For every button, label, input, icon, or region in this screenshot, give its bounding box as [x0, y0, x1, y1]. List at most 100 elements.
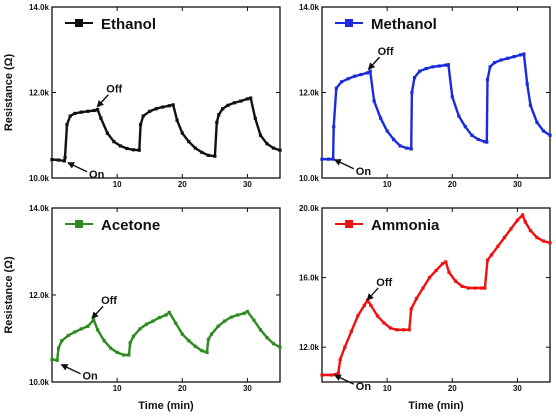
data-point [480, 286, 484, 290]
data-point [521, 213, 525, 217]
data-point [55, 358, 59, 362]
data-point [483, 140, 487, 144]
data-point [223, 319, 227, 323]
data-point [502, 235, 506, 240]
off-arrow [91, 305, 104, 319]
data-point [548, 241, 552, 245]
data-point [372, 99, 376, 103]
off-annotation: Off [376, 277, 392, 289]
data-point [359, 72, 363, 77]
data-point [450, 95, 454, 99]
data-point [138, 327, 142, 331]
x-tick-label: 10 [113, 180, 122, 189]
data-point [410, 90, 414, 95]
y-tick-label: 10.0k [29, 174, 50, 183]
data-point [320, 157, 324, 161]
x-tick-label: 30 [243, 384, 252, 393]
y-tick-label: 16.0k [299, 274, 320, 283]
on-arrow [333, 159, 355, 170]
data-point [137, 148, 141, 152]
y-axis-label: Resistance (Ω) [3, 256, 15, 334]
data-point [86, 109, 90, 113]
data-point [528, 103, 533, 107]
data-point [409, 307, 413, 311]
data-point [141, 114, 145, 118]
y-tick-label: 12.0k [29, 291, 50, 300]
data-point [485, 140, 489, 144]
data-point [249, 96, 253, 100]
data-point [488, 65, 492, 69]
data-point [424, 66, 428, 71]
data-point [96, 328, 100, 332]
data-point [421, 286, 425, 290]
data-point [180, 131, 184, 135]
data-point [326, 157, 331, 161]
plot-frame [51, 6, 281, 179]
data-point [519, 53, 523, 57]
data-point [271, 146, 276, 150]
panel-methanol: 10 20 30 10.0k 12.0k 14.0k Methanol Off On [299, 3, 552, 189]
data-point [86, 324, 90, 328]
data-point [418, 69, 422, 73]
x-tick-label: 20 [178, 384, 187, 393]
legend-marker [75, 19, 83, 27]
data-point [382, 321, 386, 325]
data-point [50, 357, 54, 361]
data-point [96, 108, 100, 112]
data-point [346, 77, 350, 81]
data-point [334, 86, 338, 90]
data-point [506, 56, 510, 60]
data-point [118, 144, 122, 148]
y-tick-label: 12.0k [29, 89, 50, 98]
data-point [175, 118, 179, 122]
data-point [164, 313, 168, 317]
data-point [68, 114, 72, 118]
data-point [535, 120, 539, 125]
data-point [245, 97, 250, 101]
y-axis-label: Resistance (Ω) [3, 54, 15, 132]
data-point [453, 279, 458, 283]
y-tick-label: 10.0k [29, 378, 50, 387]
y-tick-label: 14.0k [29, 3, 50, 12]
data-point [332, 125, 336, 129]
data-point [515, 218, 520, 222]
data-point [148, 109, 152, 113]
data-point [330, 373, 334, 377]
x-tick-label: 30 [243, 180, 252, 189]
data-point [151, 319, 155, 323]
data-point [349, 329, 353, 334]
series-line [322, 213, 551, 377]
data-point [375, 314, 379, 318]
data-point [431, 65, 435, 69]
data-point [206, 153, 210, 157]
data-point [362, 303, 366, 308]
x-tick-label: 30 [513, 384, 522, 393]
data-point [509, 227, 513, 231]
off-annotation: Off [106, 84, 122, 96]
on-arrow [60, 364, 81, 375]
data-point [265, 336, 269, 340]
data-point [476, 137, 480, 142]
data-point [205, 350, 209, 355]
data-point [125, 146, 129, 151]
data-point [457, 114, 461, 118]
data-point [56, 158, 61, 162]
x-tick-label: 10 [383, 180, 392, 189]
data-point [339, 80, 344, 84]
legend-marker [75, 220, 83, 228]
on-arrow [67, 162, 88, 173]
data-point [512, 54, 516, 59]
data-point [405, 146, 409, 150]
data-point [398, 144, 402, 148]
data-point [541, 129, 546, 133]
data-point [226, 103, 230, 107]
data-point [523, 220, 527, 224]
data-point [99, 116, 103, 120]
data-point [385, 129, 389, 133]
data-point [239, 99, 243, 103]
x-tick-label: 20 [448, 180, 457, 189]
data-point [115, 350, 119, 355]
data-point [122, 353, 126, 357]
data-point [528, 229, 533, 233]
x-tick-label: 20 [448, 384, 457, 393]
